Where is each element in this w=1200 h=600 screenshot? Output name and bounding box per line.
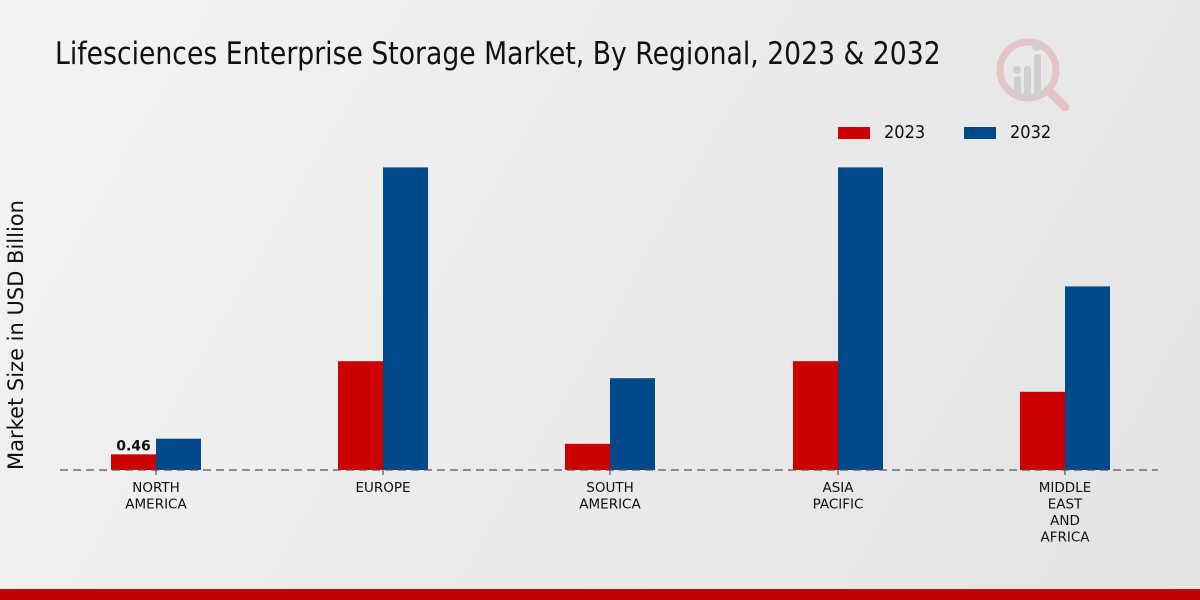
legend-swatch-2032 bbox=[963, 126, 996, 139]
bar-2032-south-america[interactable] bbox=[610, 378, 655, 470]
legend-item-2023[interactable]: 2023 bbox=[838, 122, 930, 143]
bar-2023-europe[interactable] bbox=[338, 361, 383, 470]
legend-swatch-2023 bbox=[838, 126, 870, 139]
x-tick-label: EUROPE bbox=[355, 480, 410, 496]
x-tick-label: SOUTH AMERICA bbox=[579, 480, 641, 513]
legend-label-2023: 2023 bbox=[884, 122, 926, 143]
bar-2032-europe[interactable] bbox=[383, 167, 428, 470]
legend-item-2032[interactable]: 2032 bbox=[963, 122, 1056, 143]
legend: 2023 2032 bbox=[838, 122, 1090, 143]
data-label: 0.46 bbox=[116, 438, 151, 454]
x-tick-label: MIDDLE EAST AND AFRICA bbox=[1039, 480, 1091, 546]
bar-2032-middle-east-and-africa[interactable] bbox=[1065, 286, 1110, 470]
logo-icon bbox=[996, 38, 1070, 112]
bar-2023-asia-pacific[interactable] bbox=[793, 361, 838, 470]
x-tick-label: NORTH AMERICA bbox=[125, 480, 187, 513]
chart-title: Lifesciences Enterprise Storage Market, … bbox=[55, 36, 941, 72]
x-tick-label: ASIA PACIFIC bbox=[813, 480, 864, 513]
legend-label-2032: 2032 bbox=[1009, 122, 1052, 143]
bar-2023-middle-east-and-africa[interactable] bbox=[1020, 391, 1065, 470]
bar-2032-north-america[interactable] bbox=[156, 438, 201, 470]
bar-2023-south-america[interactable] bbox=[565, 443, 610, 470]
bar-2023-north-america[interactable] bbox=[111, 454, 156, 470]
footer-bar bbox=[0, 589, 1200, 600]
bar-2032-asia-pacific[interactable] bbox=[838, 167, 883, 470]
